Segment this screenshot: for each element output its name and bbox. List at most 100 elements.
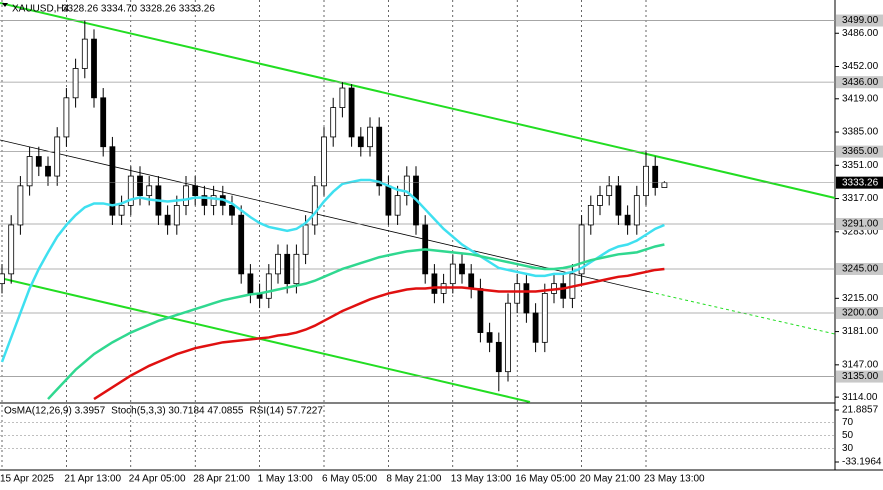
candle-body (275, 253, 281, 275)
y-tick-label: 3452.00 (842, 61, 879, 72)
level-box (836, 217, 883, 230)
moving-average (47, 243, 665, 400)
indicator-tick-label: 50 (842, 430, 854, 441)
candle-body (91, 38, 97, 99)
level-box (836, 76, 883, 89)
candle-body (118, 205, 125, 216)
candle-body (514, 283, 521, 304)
candle-body (164, 214, 171, 226)
candle-body (449, 263, 456, 285)
candle-body (265, 273, 272, 299)
y-tick-label: 3283.00 (842, 226, 879, 237)
x-tick-label: 16 May 05:00 (515, 474, 576, 485)
candle-body (505, 302, 511, 373)
level-label: 3245.00 (842, 264, 879, 275)
candle-body (311, 185, 318, 226)
y-tick-label: 3215.00 (842, 293, 879, 304)
candle-body (26, 156, 33, 187)
level-label: 3499.00 (842, 15, 879, 26)
candle-body (615, 185, 622, 216)
candle-body (477, 288, 484, 333)
menu-arrow (2, 3, 8, 7)
candle-body (431, 273, 438, 294)
candle-body (17, 185, 24, 226)
candle-body (127, 175, 134, 206)
y-tick-label: 3181.00 (842, 326, 879, 337)
candle-body (486, 332, 493, 343)
level-label: 3365.00 (842, 146, 879, 157)
candle-body (45, 165, 51, 177)
indicator-label: RSI(14) 57.7227 (250, 406, 324, 417)
candle-body (606, 185, 613, 197)
candle-body (339, 87, 346, 108)
level-label: 3291.00 (842, 219, 879, 230)
moving-average (93, 267, 665, 401)
candle-body (146, 185, 153, 197)
candle-body (367, 126, 373, 148)
candle-body (587, 205, 594, 226)
level-box (836, 262, 883, 275)
candle-body (357, 136, 364, 148)
candle-body (468, 273, 475, 289)
indicator-tick-label: -33.1964 (842, 457, 882, 468)
trend-line (0, 277, 531, 403)
level-label: 3200.00 (842, 308, 879, 319)
y-tick-label: 3385.00 (842, 127, 879, 138)
y-tick-label: 3147.00 (842, 359, 879, 370)
candle-body (652, 165, 659, 188)
candle-body (201, 195, 208, 206)
x-tick-label: 6 May 05:00 (322, 474, 377, 485)
level-label: 3436.00 (842, 77, 879, 88)
candle-body (247, 273, 254, 294)
candle-body (643, 165, 649, 197)
level-box (836, 306, 883, 319)
level-label: 3135.00 (842, 371, 879, 382)
candle-body (0, 273, 5, 285)
x-tick-label: 15 Apr 2025 (0, 474, 54, 485)
candle-body (293, 253, 300, 285)
candle-body (459, 263, 465, 275)
indicator-tick-label: 30 (842, 443, 854, 454)
level-box (836, 370, 883, 383)
candle-body (560, 283, 567, 299)
y-tick-label: 3351.00 (842, 160, 879, 171)
candle-body (210, 195, 217, 206)
symbol: XAUUSD,H4 (12, 4, 70, 15)
indicator-label: OsMA(12,26,9) 3.3957 (4, 406, 106, 417)
candle-body (495, 341, 502, 373)
candle-body (330, 107, 337, 138)
candle-body (376, 126, 383, 187)
candle-body (100, 97, 107, 148)
candle-body (192, 185, 199, 197)
y-tick-label: 3114.00 (842, 392, 878, 403)
candle-body (541, 293, 548, 343)
candle-body (183, 185, 189, 206)
candle-body (624, 214, 631, 226)
candle-body (137, 175, 143, 197)
x-tick-label: 13 May 13:00 (451, 474, 512, 485)
x-tick-label: 1 May 13:00 (258, 474, 313, 485)
y-tick-label: 3317.00 (842, 193, 879, 204)
trend-line (0, 139, 651, 293)
indicator-tick-label: 21.8857 (842, 405, 879, 416)
last-price-label: 3333.26 (842, 177, 879, 188)
candle-body (578, 224, 585, 275)
x-tick-label: 28 Apr 21:00 (193, 474, 250, 485)
last-price-box (836, 176, 883, 189)
x-tick-label: 23 May 13:00 (644, 474, 705, 485)
candle-body (284, 253, 291, 285)
candle-body (109, 146, 116, 216)
ohlc: 3328.26 3334.70 3328.26 3333.26 (62, 4, 215, 15)
y-tick-label: 3419.00 (842, 93, 879, 104)
candle-body (394, 195, 401, 216)
candle-body (54, 136, 61, 177)
candle-body (63, 97, 70, 138)
candle-body (633, 195, 640, 226)
candle-body (81, 38, 88, 69)
candle-body (403, 175, 410, 197)
indicator-label: Stoch(5,3,3) 30.7184 47.0855 (111, 406, 244, 417)
candle-body (523, 283, 530, 314)
candle-body (661, 182, 668, 188)
